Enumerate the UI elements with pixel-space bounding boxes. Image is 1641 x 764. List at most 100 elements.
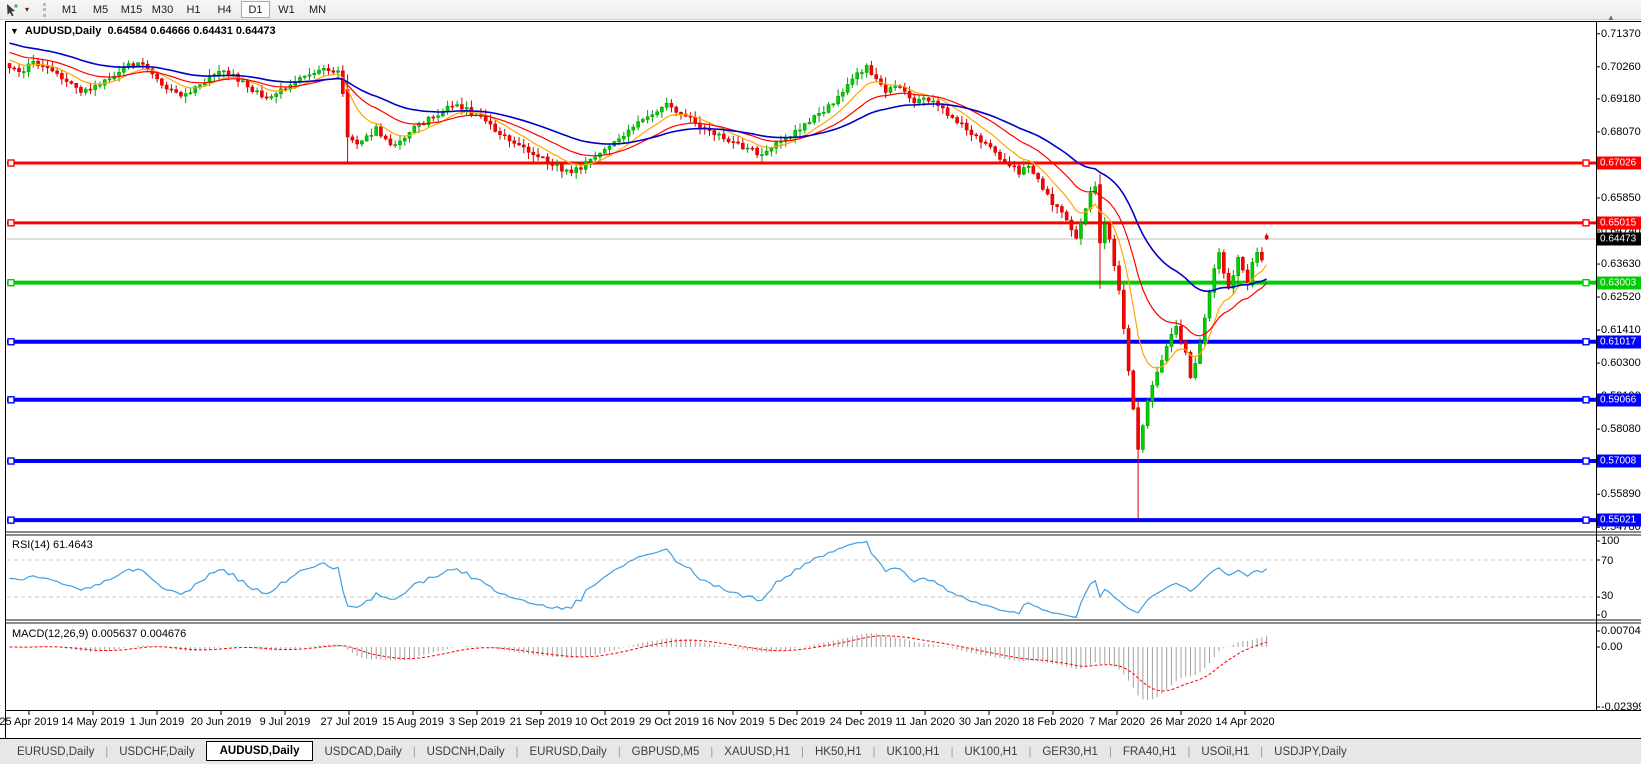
macd-pane xyxy=(9,633,1268,701)
chart-dropdown-icon[interactable]: ▼ xyxy=(10,26,19,36)
macd-axis-label: 0.007048 xyxy=(1601,625,1641,637)
tab-separator: | xyxy=(412,745,416,758)
chart-tab-usdcad-daily[interactable]: USDCAD,Daily xyxy=(324,745,402,758)
rsi-line xyxy=(9,540,1268,619)
chart-tab-bar: EURUSD,Daily | USDCHF,Daily AUDUSD,Daily USD… xyxy=(0,738,1641,764)
chart-tab-ger30-h1[interactable]: GER30,H1 xyxy=(1042,745,1098,758)
toolbar-grip-handle[interactable] xyxy=(43,2,46,17)
support-resistance-line[interactable] xyxy=(7,396,1596,404)
date-tick-label: 1 Jun 2019 xyxy=(129,716,185,728)
macd-histogram xyxy=(18,633,1268,701)
price-tick-label: 0.62520 xyxy=(1601,291,1641,304)
date-tick-label: 21 Sep 2019 xyxy=(509,716,573,728)
rsi-axis-label: 0 xyxy=(1601,609,1608,621)
tab-separator: | xyxy=(872,745,876,758)
timeframe-button-m5[interactable]: M5 xyxy=(92,4,109,16)
support-resistance-line[interactable] xyxy=(7,516,1596,524)
rsi-indicator-label: RSI(14) 61.4643 xyxy=(12,539,93,551)
date-tick-label: 26 Mar 2020 xyxy=(1150,716,1212,728)
date-tick-label: 29 Oct 2019 xyxy=(639,716,699,728)
tab-separator: | xyxy=(105,745,109,758)
price-tick-label: 0.58080 xyxy=(1601,423,1641,436)
macd-indicator-label: MACD(12,26,9) 0.005637 0.004676 xyxy=(12,628,187,640)
support-resistance-line[interactable] xyxy=(7,338,1596,346)
timeframe-button-m15[interactable]: M15 xyxy=(120,4,143,16)
price-tick-label: 0.55890 xyxy=(1601,488,1641,501)
chart-tab-audusd-daily[interactable]: AUDUSD,Daily xyxy=(205,740,314,761)
timeframe-button-m1[interactable]: M1 xyxy=(61,4,78,16)
tab-separator: | xyxy=(1187,745,1191,758)
chart-tab-gbpusd-m5[interactable]: GBPUSD,M5 xyxy=(631,745,700,758)
price-tick-label: 0.65850 xyxy=(1601,192,1641,204)
date-tick-label: 30 Jan 2020 xyxy=(958,716,1020,728)
tab-separator: | xyxy=(617,745,621,758)
timeframe-button-d1[interactable]: D1 xyxy=(241,1,270,18)
chart-symbol-label: AUDUSD,Daily xyxy=(24,25,102,37)
pane-frame xyxy=(6,21,1641,715)
cursor-tool-icon[interactable] xyxy=(3,2,21,18)
date-tick-label: 14 Apr 2020 xyxy=(1215,716,1275,728)
main-price-pane xyxy=(7,42,1596,524)
chart-tab-usdjpy-daily[interactable]: USDJPY,Daily xyxy=(1274,745,1347,758)
support-resistance-line[interactable] xyxy=(7,159,1596,167)
date-tick-label: 24 Dec 2019 xyxy=(829,716,893,728)
rsi-pane xyxy=(7,540,1596,619)
timeframe-button-h1[interactable]: H1 xyxy=(186,4,201,16)
date-tick-label: 16 Nov 2019 xyxy=(701,716,765,728)
timeframe-button-m30[interactable]: M30 xyxy=(151,4,174,16)
chart-tab-uk100-h1[interactable]: UK100,H1 xyxy=(964,745,1018,758)
tab-separator: | xyxy=(1028,745,1032,758)
support-resistance-line[interactable] xyxy=(7,457,1596,465)
price-tick-label: 0.70260 xyxy=(1601,60,1641,73)
candles xyxy=(7,54,1269,519)
chart-tab-eurusd-daily[interactable]: EURUSD,Daily xyxy=(529,745,607,758)
macd-signal-line xyxy=(9,635,1267,692)
chart-left-border xyxy=(5,21,6,738)
chart-tab-usoil-h1[interactable]: USOil,H1 xyxy=(1201,745,1250,758)
chart-tab-usdcnh-daily[interactable]: USDCNH,Daily xyxy=(426,745,505,758)
timeframe-toolbar: ▾ M1 M5 M15 M30 H1 H4 D1 W1 MN xyxy=(0,0,1641,20)
cursor-tool-dropdown-icon[interactable]: ▾ xyxy=(24,5,29,14)
chart-tab-fra40-h1[interactable]: FRA40,H1 xyxy=(1122,745,1177,758)
date-tick-label: 27 Jul 2019 xyxy=(320,716,378,728)
date-tick-label: 25 Apr 2019 xyxy=(0,716,59,728)
level-price-chip: 0.61017 xyxy=(1597,335,1641,349)
level-price-chip: 0.57008 xyxy=(1597,454,1641,468)
price-tick-label: 0.61410 xyxy=(1601,324,1641,337)
chart-tab-uk100-h1[interactable]: UK100,H1 xyxy=(886,745,940,758)
rsi-axis-label: 30 xyxy=(1601,590,1614,602)
date-tick-label: 14 May 2019 xyxy=(61,716,125,728)
chart-tab-xauusd-h1[interactable]: XAUUSD,H1 xyxy=(724,745,791,758)
chart-tab-usdchf-daily[interactable]: USDCHF,Daily xyxy=(119,745,195,758)
date-tick-label: 5 Dec 2019 xyxy=(768,716,826,728)
support-resistance-line[interactable] xyxy=(7,219,1596,227)
level-price-chip: 0.55021 xyxy=(1597,513,1641,527)
price-tick-label: 0.63630 xyxy=(1601,258,1641,270)
timeframe-button-h4[interactable]: H4 xyxy=(217,4,232,16)
tab-separator: | xyxy=(710,745,714,758)
chart-tab-hk50-h1[interactable]: HK50,H1 xyxy=(814,745,862,758)
level-price-chip: 0.63003 xyxy=(1597,276,1641,290)
chart-ohlc-values: 0.64584 0.64666 0.64431 0.64473 xyxy=(107,25,276,37)
moving-average-slow xyxy=(9,42,1267,293)
tab-separator: | xyxy=(950,745,954,758)
macd-axis-label: 0.00 xyxy=(1601,641,1623,653)
price-tick-label: 0.71370 xyxy=(1601,27,1641,40)
date-tick-label: 7 Mar 2020 xyxy=(1089,716,1145,728)
rsi-axis-label: 100 xyxy=(1601,535,1620,547)
date-tick-label: 11 Jan 2020 xyxy=(895,716,955,728)
chart-shift-marker-icon: ▲ xyxy=(1607,13,1615,22)
support-resistance-line[interactable] xyxy=(7,278,1596,287)
chart-tab-eurusd-daily[interactable]: EURUSD,Daily xyxy=(17,745,95,758)
timeframe-button-mn[interactable]: MN xyxy=(308,4,327,16)
level-price-chip: 0.59066 xyxy=(1597,393,1641,407)
date-tick-label: 9 Jul 2019 xyxy=(259,716,311,728)
date-tick-label: 18 Feb 2020 xyxy=(1022,716,1084,728)
timeframe-button-w1[interactable]: W1 xyxy=(278,4,295,16)
tab-separator: | xyxy=(1260,745,1264,758)
level-price-chip: 0.65015 xyxy=(1597,216,1641,230)
price-tick-label: 0.68070 xyxy=(1601,125,1641,138)
price-tick-label: 0.60300 xyxy=(1601,357,1641,370)
